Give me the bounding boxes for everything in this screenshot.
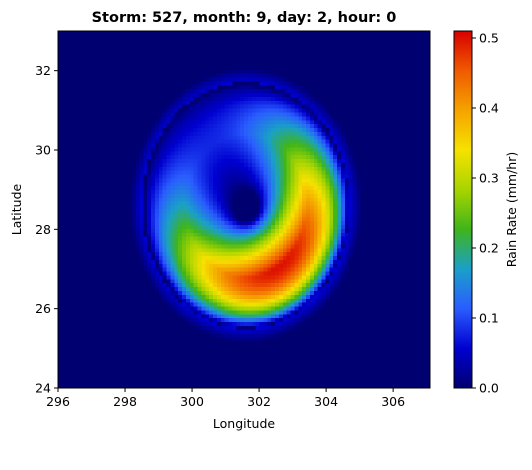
- y-axis: 24 26 28 30 32: [35, 63, 58, 396]
- y-tick-label: 28: [35, 222, 51, 237]
- rain-rate-heatmap: [58, 31, 430, 388]
- y-tick-label: 24: [35, 381, 51, 396]
- colorbar-tick-label: 0.3: [479, 171, 499, 186]
- y-tick-label: 26: [35, 301, 51, 316]
- colorbar-gradient: [454, 31, 472, 388]
- colorbar-frame: [453, 30, 473, 389]
- x-tick-label: 298: [113, 394, 137, 409]
- colorbar-label: Rain Rate (mm/hr): [504, 152, 519, 267]
- chart-title: Storm: 527, month: 9, day: 2, hour: 0: [92, 10, 397, 26]
- x-tick-label: 302: [247, 394, 271, 409]
- x-tick-label: 296: [46, 394, 70, 409]
- colorbar-tick-label: 0.2: [479, 241, 499, 256]
- colorbar-tick-label: 0.4: [479, 101, 499, 116]
- y-tick-label: 30: [35, 143, 51, 158]
- x-tick-label: 304: [314, 394, 338, 409]
- colorbar-tick-label: 0.5: [479, 31, 499, 46]
- colorbar-ticks: 0.0 0.1 0.2 0.3 0.4 0.5: [472, 31, 499, 396]
- x-tick-label: 306: [381, 394, 405, 409]
- plot-area: 296 298 300 302 304 306 24 26 28 30 32: [35, 30, 431, 409]
- x-axis-label: Longitude: [213, 416, 275, 431]
- y-axis-label: Latitude: [9, 183, 24, 235]
- colorbar-tick-label: 0.1: [479, 311, 499, 326]
- colorbar-tick-label: 0.0: [479, 381, 499, 396]
- x-tick-label: 300: [180, 394, 204, 409]
- plot-frame: [57, 30, 431, 389]
- x-axis: 296 298 300 302 304 306: [46, 388, 405, 409]
- colorbar: 0.0 0.1 0.2 0.3 0.4 0.5: [453, 30, 499, 396]
- y-tick-label: 32: [35, 63, 51, 78]
